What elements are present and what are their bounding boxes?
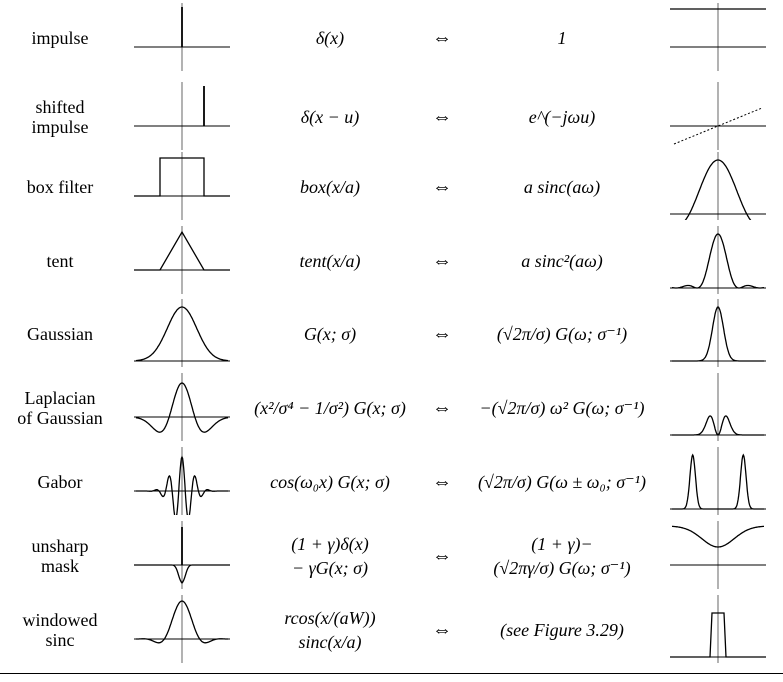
spatial-plot: [134, 299, 230, 367]
curve: [135, 306, 229, 362]
curve: [136, 600, 228, 644]
spatial-formula: δ(x − u): [300, 107, 360, 127]
spatial-plot: [134, 82, 230, 150]
frequency-formula: (see Figure 3.29): [500, 620, 624, 640]
table-row: Laplacian of Gaussian (x²/σ⁴ − 1/σ²) G(x;…: [0, 371, 783, 445]
spatial-plot: [134, 152, 230, 220]
table-row: unsharp mask (1 + γ)δ(x) − γG(x; σ) ⇔ (1 + …: [0, 519, 783, 593]
spatial-plot: [134, 595, 230, 663]
filter-name: Laplacian of Gaussian: [17, 388, 103, 428]
frequency-plot: [670, 447, 766, 515]
frequency-formula: (√2π/σ) G(ω; σ⁻¹): [496, 324, 628, 344]
spatial-formula: (x²/σ⁴ − 1/σ²) G(x; σ): [254, 398, 406, 418]
curve: [672, 415, 764, 436]
spatial-plot: [134, 226, 230, 294]
spatial-formula: rcos(x/(aW)) sinc(x/a): [284, 608, 376, 652]
filter-name: Gaussian: [27, 324, 93, 344]
table-row: shifted impulse δ(x − u) ⇔ e^(−jωu): [0, 80, 783, 154]
unsharp-curve: [134, 564, 230, 584]
frequency-formula: e^(−jωu): [528, 107, 596, 127]
frequency-formula: (√2π/σ) G(ω ± ω₀; σ⁻¹): [477, 472, 647, 492]
spatial-plot: [134, 3, 230, 71]
transform-arrow: ⇔: [432, 470, 452, 493]
spatial-plot: [134, 373, 230, 441]
frequency-plot: [670, 299, 766, 367]
transform-arrow: ⇔: [432, 105, 452, 128]
table-row: tent tent(x/a) ⇔ a sinc²(aω): [0, 224, 783, 298]
frequency-formula: −(√2π/σ) ω² G(ω; σ⁻¹): [479, 398, 645, 418]
spatial-formula: cos(ω₀x) G(x; σ): [270, 472, 390, 492]
spatial-formula: box(x/a): [300, 177, 360, 197]
wsinc-freq-curve: [670, 612, 766, 658]
frequency-plot: [670, 3, 766, 71]
filter-name: impulse: [31, 28, 89, 48]
frequency-plot: [670, 152, 766, 220]
frequency-plot: [670, 82, 766, 150]
transform-arrow: ⇔: [432, 396, 452, 419]
table-row: Gaussian G(x; σ) ⇔ (√2π/σ) G(ω; σ⁻¹): [0, 297, 783, 371]
frequency-formula: a sinc(aω): [523, 177, 601, 197]
spatial-plot: [134, 447, 230, 515]
curve: [672, 306, 764, 362]
transform-arrow: ⇔: [432, 322, 452, 345]
frequency-formula: a sinc²(aω): [521, 251, 603, 271]
filter-name: Gabor: [37, 472, 83, 492]
curve: [671, 233, 765, 289]
filter-name: windowed sinc: [22, 610, 98, 650]
spatial-formula: δ(x): [315, 28, 345, 48]
curve: [135, 382, 229, 433]
table-row: box filter box(x/a) ⇔ a sinc(aω): [0, 150, 783, 224]
frequency-formula: 1: [557, 28, 567, 48]
filter-name: shifted impulse: [31, 97, 89, 137]
transform-arrow: ⇔: [432, 618, 452, 641]
curve: [684, 159, 752, 220]
spatial-formula: tent(x/a): [299, 251, 361, 271]
spatial-formula: (1 + γ)δ(x) − γG(x; σ): [291, 534, 369, 578]
frequency-plot: [670, 226, 766, 294]
filter-name: tent: [46, 251, 74, 271]
table-row: windowed sinc rcos(x/(aW)) sinc(x/a) ⇔ (see…: [0, 593, 783, 667]
filter-name: box filter: [26, 177, 94, 197]
table-row: impulse δ(x) ⇔ 1: [0, 1, 783, 75]
tent-curve: [134, 230, 230, 271]
spatial-formula: G(x; σ): [303, 324, 357, 344]
spatial-plot: [134, 521, 230, 589]
transform-arrow: ⇔: [432, 175, 452, 198]
filter-name: unsharp mask: [31, 536, 89, 576]
curve: [672, 525, 764, 548]
frequency-plot: [670, 521, 766, 589]
table-row: Gabor cos(ω₀x) G(x; σ) ⇔ (√2π/σ) G(ω ± ω₀; …: [0, 445, 783, 519]
frequency-plot: [670, 373, 766, 441]
bottom-rule: [0, 673, 783, 674]
curve: [136, 455, 228, 515]
frequency-formula: (1 + γ)− (√2πγ/σ) G(ω; σ⁻¹): [493, 534, 631, 578]
box-curve: [134, 157, 230, 197]
transform-arrow: ⇔: [432, 26, 452, 49]
transform-arrow: ⇔: [432, 249, 452, 272]
frequency-plot: [670, 595, 766, 663]
curve: [672, 453, 764, 510]
transform-arrow: ⇔: [432, 544, 452, 567]
